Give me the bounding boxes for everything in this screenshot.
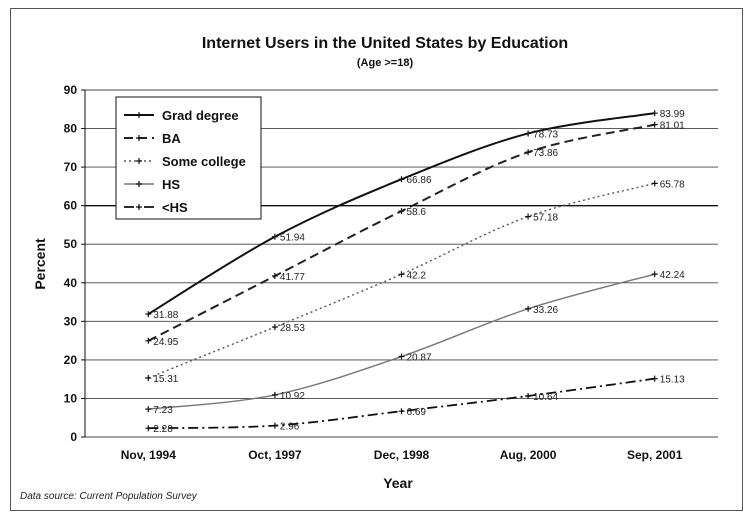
y-axis-title: Percent xyxy=(32,238,48,290)
data-point xyxy=(271,272,278,279)
series-line-some-college xyxy=(148,182,655,379)
data-label: 2.96 xyxy=(280,422,300,433)
data-point xyxy=(271,324,278,331)
data-point xyxy=(525,149,532,156)
data-label: 73.86 xyxy=(533,148,558,159)
data-point xyxy=(651,271,658,278)
data-label: 42.24 xyxy=(660,270,685,281)
data-point xyxy=(525,305,532,312)
data-label: 2.28 xyxy=(153,424,173,435)
y-tick-label: 20 xyxy=(64,353,78,367)
data-source-note: Data source: Current Population Survey xyxy=(20,491,198,502)
legend-label: BA xyxy=(162,131,181,146)
data-label: 24.95 xyxy=(153,337,178,348)
legend-label: <HS xyxy=(162,200,188,215)
data-point xyxy=(271,391,278,398)
data-label: 15.31 xyxy=(153,374,178,385)
data-point xyxy=(145,406,152,413)
y-tick-label: 60 xyxy=(64,199,78,213)
data-point xyxy=(398,208,405,215)
series-line-hs xyxy=(148,377,655,430)
data-point xyxy=(525,130,532,137)
y-tick-label: 90 xyxy=(64,83,78,97)
chart-subtitle: (Age >=18) xyxy=(357,57,414,69)
x-tick-label: Sep, 2001 xyxy=(627,448,683,462)
data-point xyxy=(398,271,405,278)
data-label: 10.64 xyxy=(533,392,558,403)
chart-frame xyxy=(10,8,743,511)
x-axis-title: Year xyxy=(383,475,413,491)
legend-label: Grad degree xyxy=(162,108,239,123)
data-label: 58.6 xyxy=(407,207,427,218)
y-axis-ticks: 0 10 20 30 40 50 60 70 80 90 xyxy=(64,83,85,444)
y-tick-label: 10 xyxy=(64,391,78,405)
legend-marker xyxy=(136,204,142,210)
y-tick-label: 50 xyxy=(64,237,78,251)
data-point xyxy=(271,422,278,429)
data-point xyxy=(525,392,532,399)
x-tick-label: Nov, 1994 xyxy=(121,448,176,462)
legend-box xyxy=(115,96,262,220)
data-label: 15.13 xyxy=(660,375,685,386)
data-label: 7.23 xyxy=(153,405,173,416)
y-tick-label: 0 xyxy=(70,430,77,444)
legend-label: HS xyxy=(162,177,180,192)
y-tick-label: 70 xyxy=(64,160,78,174)
legend-marker xyxy=(136,112,142,118)
data-label: 20.87 xyxy=(407,353,432,364)
data-point xyxy=(145,337,152,344)
data-label: 66.86 xyxy=(407,175,432,186)
data-label: 6.69 xyxy=(407,407,427,418)
data-label: 81.01 xyxy=(660,121,685,132)
data-point xyxy=(398,408,405,415)
series-group xyxy=(145,110,658,432)
series-line-hs xyxy=(148,273,655,410)
legend-marker xyxy=(136,158,142,164)
x-tick-label: Dec, 1998 xyxy=(374,448,430,462)
data-label: 57.18 xyxy=(533,213,558,224)
legend-marker xyxy=(136,181,142,187)
data-point xyxy=(651,110,658,117)
data-labels: 31.88 51.94 66.86 78.73 83.99 24.95 41.77 58.6 7… xyxy=(153,109,685,435)
data-label: 83.99 xyxy=(660,109,685,120)
x-tick-label: Aug, 2000 xyxy=(500,448,557,462)
data-label: 33.26 xyxy=(533,305,558,316)
data-label: 78.73 xyxy=(533,129,558,140)
legend-label: Some college xyxy=(162,154,246,169)
legend: Grad degree BA Some college HS <HS xyxy=(115,96,262,220)
data-point xyxy=(525,213,532,220)
data-label: 10.92 xyxy=(280,391,305,402)
y-tick-label: 30 xyxy=(64,314,78,328)
data-point xyxy=(398,176,405,183)
y-tick-label: 80 xyxy=(64,122,78,136)
data-point xyxy=(145,425,152,432)
legend-marker xyxy=(136,135,142,141)
x-tick-label: Oct, 1997 xyxy=(248,448,302,462)
data-label: 42.2 xyxy=(407,270,427,281)
data-point xyxy=(271,233,278,240)
data-label: 65.78 xyxy=(660,179,685,190)
data-point xyxy=(651,180,658,187)
chart-title: Internet Users in the United States by E… xyxy=(202,35,568,52)
data-point xyxy=(651,121,658,128)
data-label: 41.77 xyxy=(280,272,305,283)
data-point xyxy=(398,353,405,360)
data-label: 28.53 xyxy=(280,323,305,334)
x-axis-ticks: Nov, 1994 Oct, 1997 Dec, 1998 Aug, 2000 Sep,… xyxy=(121,448,683,462)
data-label: 51.94 xyxy=(280,233,305,244)
data-label: 31.88 xyxy=(153,310,178,321)
data-point xyxy=(145,311,152,318)
y-tick-label: 40 xyxy=(64,276,78,290)
data-point xyxy=(145,374,152,381)
data-point xyxy=(651,375,658,382)
